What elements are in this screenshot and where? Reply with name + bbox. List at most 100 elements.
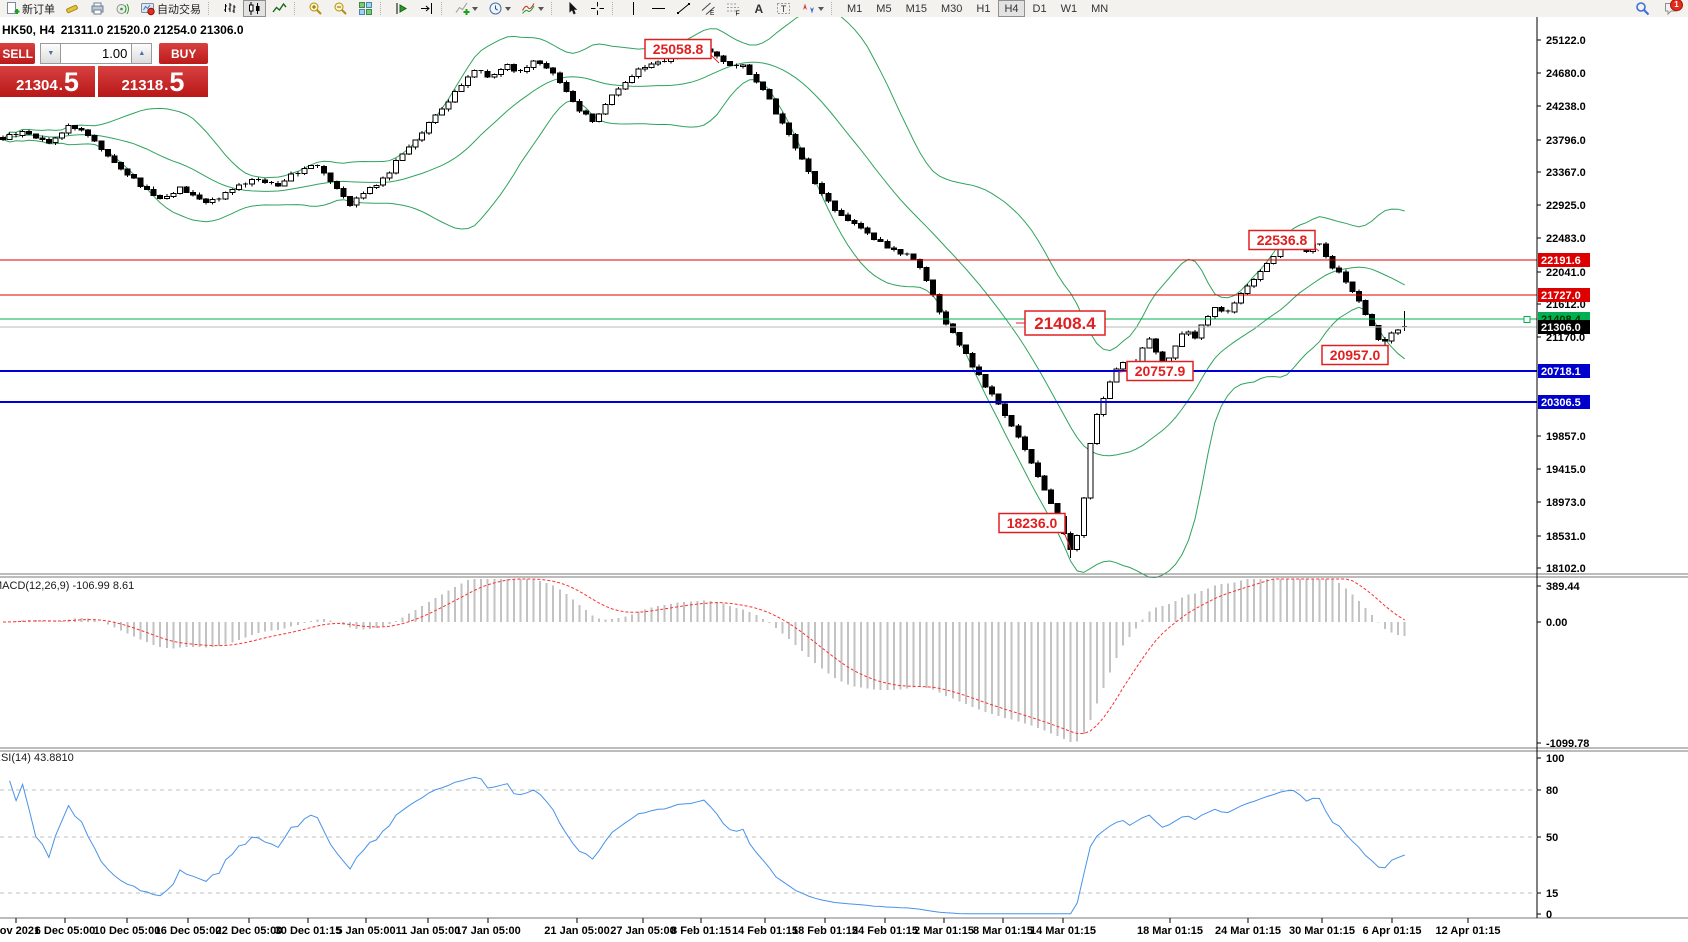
price-annotation[interactable]: 22536.8	[1248, 229, 1316, 251]
zoom-out-button[interactable]	[329, 0, 352, 17]
buy-price-frac: 5	[169, 67, 185, 97]
toolbar-right: 1	[1630, 0, 1684, 17]
svg-text:18531.0: 18531.0	[1546, 531, 1586, 543]
signals-button[interactable]	[111, 0, 134, 17]
text-button[interactable]: A	[747, 0, 770, 17]
indicators-button[interactable]	[451, 0, 482, 17]
svg-text:22925.0: 22925.0	[1546, 200, 1586, 212]
vertical-line-icon	[626, 1, 641, 16]
line-chart-icon	[272, 1, 287, 16]
chart-window[interactable]: 25122.0 24680.0 24238.0 23796.0 23367.0 22925…	[0, 17, 1688, 942]
svg-text:18 Feb 01:15: 18 Feb 01:15	[792, 925, 858, 937]
timeframe-m1[interactable]: M1	[847, 2, 863, 15]
timeframe-m15[interactable]: M15	[905, 2, 927, 15]
top-toolbar: 新订单 自动交易 E F A T M1 M5 M15 M30 H1 H4 D1 W1 MN 1	[0, 0, 1688, 18]
horizontal-line-button[interactable]	[647, 0, 670, 17]
print-button[interactable]	[86, 0, 109, 17]
toolbar-separator	[612, 2, 618, 15]
auto-scroll-icon	[394, 1, 409, 16]
periods-button[interactable]	[484, 0, 515, 17]
timeframe-h4[interactable]: H4	[998, 0, 1025, 17]
timeframe-m5[interactable]: M5	[876, 2, 892, 15]
svg-text:12 Apr 01:15: 12 Apr 01:15	[1435, 925, 1500, 937]
toolbar-separator	[441, 2, 447, 15]
chart-canvas[interactable]: 25122.0 24680.0 24238.0 23796.0 23367.0 22925…	[0, 17, 1688, 942]
svg-text:14 Feb 01:15: 14 Feb 01:15	[732, 925, 798, 937]
text-label-icon: T	[776, 1, 791, 16]
volume-increase-button[interactable]: ▲	[131, 43, 153, 64]
svg-text:22041.0: 22041.0	[1546, 267, 1586, 279]
svg-text:-1099.78: -1099.78	[1546, 738, 1589, 750]
svg-text:25122.0: 25122.0	[1546, 35, 1586, 47]
svg-text:22191.6: 22191.6	[1541, 255, 1581, 267]
svg-text:50: 50	[1546, 832, 1558, 844]
print-icon	[90, 1, 105, 16]
price-annotation[interactable]: 20957.0	[1321, 344, 1389, 366]
sell-price-display[interactable]: 21304. 5	[0, 66, 95, 97]
svg-text:18102.0: 18102.0	[1546, 563, 1586, 575]
tile-windows-button[interactable]	[354, 0, 377, 17]
volume-stepper: ▼ ▲	[40, 43, 153, 64]
timeframe-w1[interactable]: W1	[1060, 2, 1078, 15]
price-annotation[interactable]: 21408.4	[1024, 310, 1106, 336]
timeframe-m30[interactable]: M30	[940, 2, 963, 15]
fibonacci-button[interactable]: F	[722, 0, 745, 17]
buy-price-display[interactable]: 21318. 5	[98, 66, 208, 97]
chart-symbol-title: HK50, H4 21311.0 21520.0 21254.0 21306.0	[2, 23, 250, 37]
volume-input[interactable]	[61, 43, 132, 64]
zoom-in-icon	[308, 1, 323, 16]
sell-price-frac: 5	[63, 67, 79, 97]
svg-text:20757.9: 20757.9	[1135, 363, 1186, 379]
periods-icon	[488, 1, 503, 16]
timeframe-mn[interactable]: MN	[1091, 2, 1109, 15]
horizontal-price-lines[interactable]	[0, 259, 1537, 403]
timeframe-d1[interactable]: D1	[1032, 2, 1047, 15]
equidistant-channel-button[interactable]: E	[697, 0, 720, 17]
chart-shift-button[interactable]	[415, 0, 438, 17]
crosshair-button[interactable]	[586, 0, 609, 17]
arrows-button[interactable]	[797, 0, 828, 17]
svg-text:30 Mar 01:15: 30 Mar 01:15	[1289, 925, 1355, 937]
timeframe-h1[interactable]: H1	[976, 2, 991, 15]
svg-text:5 Jan 05:00: 5 Jan 05:00	[336, 925, 395, 937]
toolbar-separator	[380, 2, 386, 15]
text-label-button[interactable]: T	[772, 0, 795, 17]
price-annotation[interactable]: 25058.8	[644, 38, 712, 60]
svg-text:F: F	[736, 11, 740, 17]
zoom-in-button[interactable]	[304, 0, 327, 17]
search-button[interactable]	[1631, 0, 1654, 17]
styler-button[interactable]	[61, 0, 84, 17]
cursor-icon	[565, 1, 580, 16]
svg-text:25058.8: 25058.8	[653, 41, 704, 57]
price-annotation[interactable]: 20757.9	[1126, 360, 1194, 382]
one-click-trading-panel: SELL ▼ ▲ BUY 21304.5 21318.5	[0, 43, 208, 97]
templates-button[interactable]	[517, 0, 548, 17]
svg-text:19857.0: 19857.0	[1546, 431, 1586, 443]
sell-button[interactable]: SELL	[0, 43, 36, 64]
auto-trading-button[interactable]: 自动交易	[136, 0, 205, 17]
svg-text:18 Mar 01:15: 18 Mar 01:15	[1137, 925, 1203, 937]
price-axis: 25122.0 24680.0 24238.0 23796.0 23367.0 22925…	[1537, 35, 1586, 575]
price-annotation[interactable]: 18236.0	[998, 512, 1066, 534]
trendline-icon	[676, 1, 691, 16]
bar-chart-button[interactable]	[218, 0, 241, 17]
line-chart-button[interactable]	[268, 0, 291, 17]
auto-scroll-button[interactable]	[390, 0, 413, 17]
candlesticks	[0, 44, 1408, 558]
svg-text:23796.0: 23796.0	[1546, 135, 1586, 147]
svg-text:E: E	[710, 10, 715, 16]
svg-text:14 Mar 01:15: 14 Mar 01:15	[1030, 925, 1096, 937]
svg-text:Nov 2021: Nov 2021	[0, 925, 40, 937]
vertical-line-button[interactable]	[622, 0, 645, 17]
candlestick-chart-button[interactable]	[243, 0, 266, 17]
arrows-icon	[801, 1, 816, 16]
volume-decrease-button[interactable]: ▼	[40, 43, 62, 64]
chat-button[interactable]: 1	[1660, 0, 1683, 17]
svg-text:6 Dec 05:00: 6 Dec 05:00	[35, 925, 96, 937]
buy-button[interactable]: BUY	[159, 43, 208, 64]
svg-text:18236.0: 18236.0	[1007, 515, 1058, 531]
trendline-button[interactable]	[672, 0, 695, 17]
new-order-button[interactable]: 新订单	[1, 0, 59, 17]
cursor-button[interactable]	[561, 0, 584, 17]
indicators-icon	[455, 1, 470, 16]
